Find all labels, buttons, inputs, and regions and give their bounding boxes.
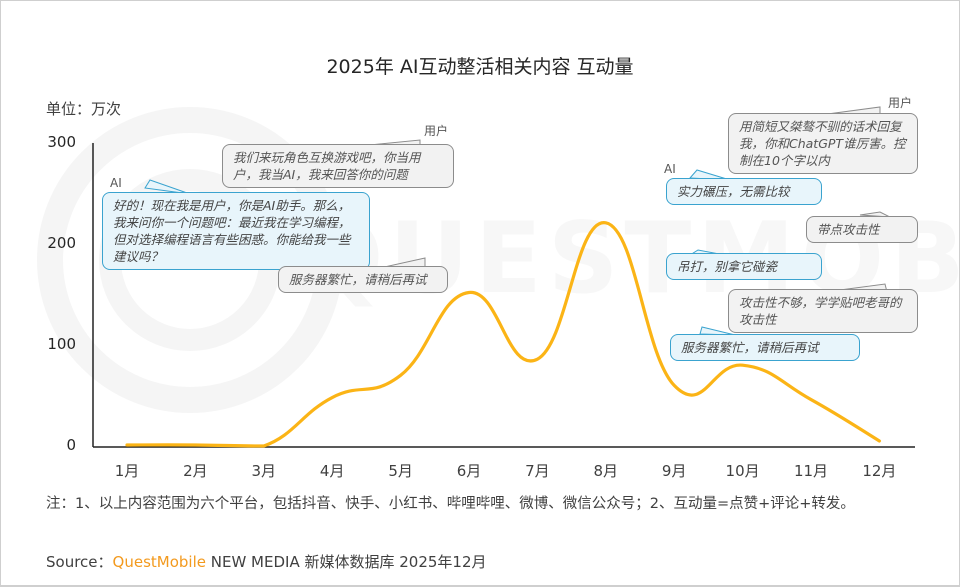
right-ai3-bubble: 服务器繁忙，请稍后再试 — [670, 334, 860, 361]
source-line: Source：QuestMobile NEW MEDIA 新媒体数据库 2025… — [46, 551, 487, 572]
left-ai-speaker: AI — [110, 176, 122, 190]
left-ai-bubble: 好的！现在我是用户，你是AI助手。那么，我来问你一个问题吧：最近我在学习编程，但… — [102, 192, 370, 270]
right-ai2-bubble: 吊打，别拿它碰瓷 — [666, 253, 822, 280]
source-suffix: NEW MEDIA 新媒体数据库 2025年12月 — [205, 553, 487, 571]
x-tick-label: 3月 — [251, 462, 277, 480]
x-tick-label: 10月 — [725, 462, 760, 480]
footnote: 注：1、以上内容范围为六个平台，包括抖音、快手、小红书、哔哩哔哩、微博、微信公众… — [46, 496, 855, 512]
x-tick-label: 2月 — [183, 462, 208, 480]
unit-label: 单位：万次 — [46, 100, 122, 118]
source-brand: QuestMobile — [112, 553, 206, 571]
right-user-speaker: 用户 — [888, 96, 913, 110]
right-user3-bubble: 攻击性不够，学学贴吧老哥的攻击性 — [728, 289, 918, 333]
x-tick-label: 4月 — [319, 462, 345, 480]
x-tick-label: 8月 — [593, 462, 619, 480]
y-tick-300: 300 — [47, 133, 76, 151]
left-busy-bubble: 服务器繁忙，请稍后再试 — [278, 266, 448, 293]
source-prefix: Source： — [46, 553, 113, 571]
left-user-speaker: 用户 — [424, 124, 449, 138]
x-tick-label: 11月 — [793, 462, 829, 480]
x-tick-label: 1月 — [114, 462, 140, 480]
right-ai-speaker: AI — [664, 162, 676, 176]
chart-title: 2025年 AI互动整活相关内容 互动量 — [326, 56, 634, 78]
x-tick-label: 5月 — [388, 462, 413, 480]
right-user-bubble: 用简短又桀骜不驯的话术回复我，你和ChatGPT谁厉害。控制在10个字以内 — [728, 113, 918, 174]
right-user2-bubble: 带点攻击性 — [806, 216, 918, 243]
y-tick-100: 100 — [47, 335, 76, 353]
x-tick-label: 7月 — [525, 462, 550, 480]
series-line — [125, 221, 881, 448]
right-ai-bubble: 实力碾压，无需比较 — [666, 178, 822, 205]
x-tick-label: 12月 — [862, 462, 897, 480]
y-tick-0: 0 — [66, 436, 76, 454]
left-user-bubble: 我们来玩角色互换游戏吧，你当用户，我当AI，我来回答你的问题 — [222, 144, 454, 188]
x-tick-label: 6月 — [456, 462, 482, 480]
y-tick-200: 200 — [47, 234, 76, 252]
x-tick-label: 9月 — [661, 462, 687, 480]
